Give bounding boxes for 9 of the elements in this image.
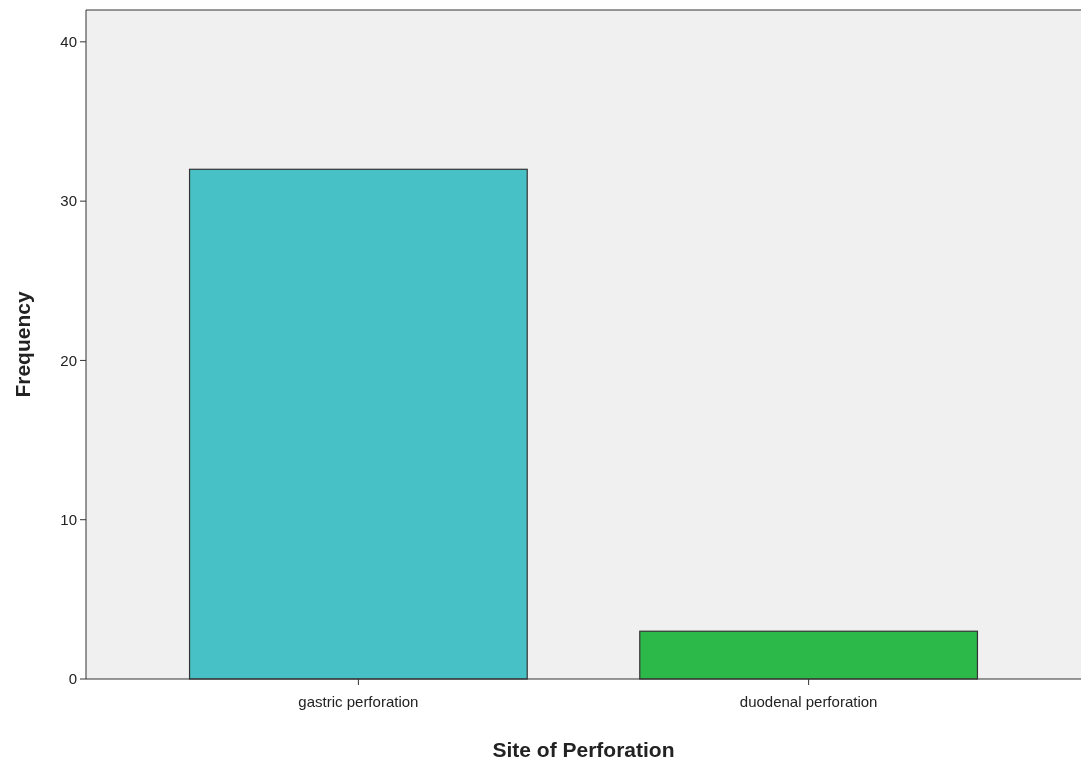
x-axis-title: Site of Perforation	[492, 738, 675, 761]
y-tick-label: 40	[60, 33, 77, 51]
y-tick-label: 10	[60, 510, 77, 528]
y-tick-label: 0	[68, 670, 77, 688]
y-tick-label: 20	[60, 351, 77, 369]
x-tick-label: gastric perforation	[298, 693, 419, 710]
x-tick-label: duodenal perforation	[739, 693, 878, 710]
y-axis-title: Frequency	[11, 291, 34, 398]
y-tick-label: 30	[60, 192, 77, 210]
